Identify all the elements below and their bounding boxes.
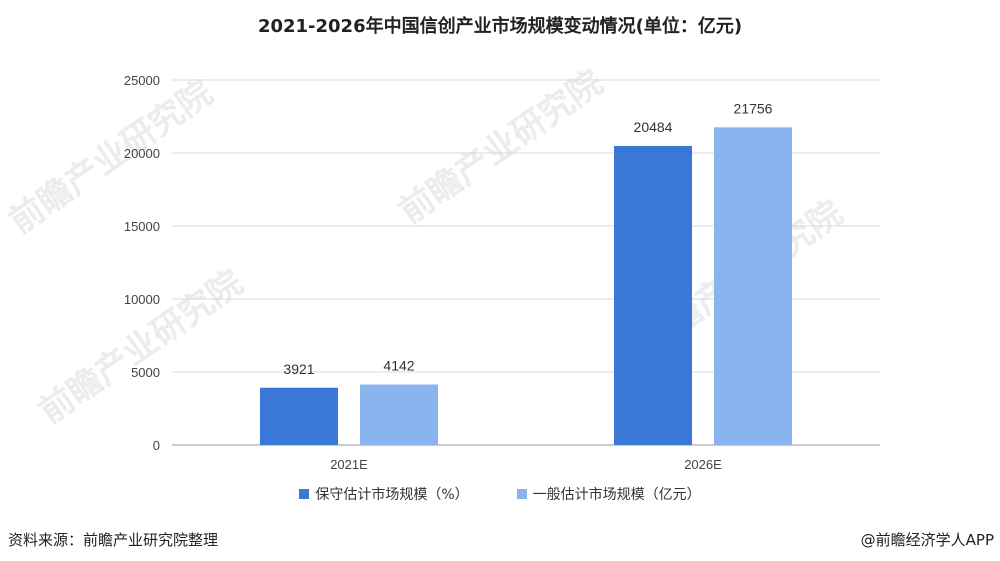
legend-swatch-conservative (299, 489, 310, 499)
y-tick-label: 25000 (124, 73, 160, 88)
bar (614, 145, 692, 445)
data-label: 20484 (634, 119, 673, 135)
bar (714, 127, 792, 445)
legend: 保守估计市场规模（%） 一般估计市场规模（亿元） (0, 484, 1000, 504)
y-tick-label: 20000 (124, 146, 160, 161)
legend-label-conservative: 保守估计市场规模（%） (315, 487, 469, 503)
data-label: 3921 (283, 361, 314, 377)
y-tick-label: 5000 (131, 365, 160, 380)
credit-note: @前瞻经济学人APP (860, 531, 994, 549)
legend-item-general: 一般估计市场规模（亿元） (516, 484, 701, 504)
chart-title: 2021-2026年中国信创产业市场规模变动情况(单位：亿元) (257, 16, 743, 37)
legend-label-general: 一般估计市场规模（亿元） (532, 487, 701, 503)
data-label: 4142 (383, 358, 414, 374)
source-note: 资料来源：前瞻产业研究院整理 (8, 531, 219, 549)
x-tick-label: 2026E (684, 457, 722, 472)
legend-item-conservative: 保守估计市场规模（%） (299, 484, 469, 504)
bar (360, 384, 438, 445)
x-tick-label: 2021E (330, 457, 368, 472)
y-tick-label: 15000 (124, 219, 160, 234)
legend-swatch-general (516, 489, 527, 499)
bar (260, 387, 338, 445)
y-tick-label: 10000 (124, 292, 160, 307)
bar-chart: 0 5000 10000 15000 20000 25000 3921 4142 2021E 20… (124, 73, 880, 472)
y-tick-label: 0 (153, 438, 160, 453)
data-label: 21756 (734, 100, 773, 116)
